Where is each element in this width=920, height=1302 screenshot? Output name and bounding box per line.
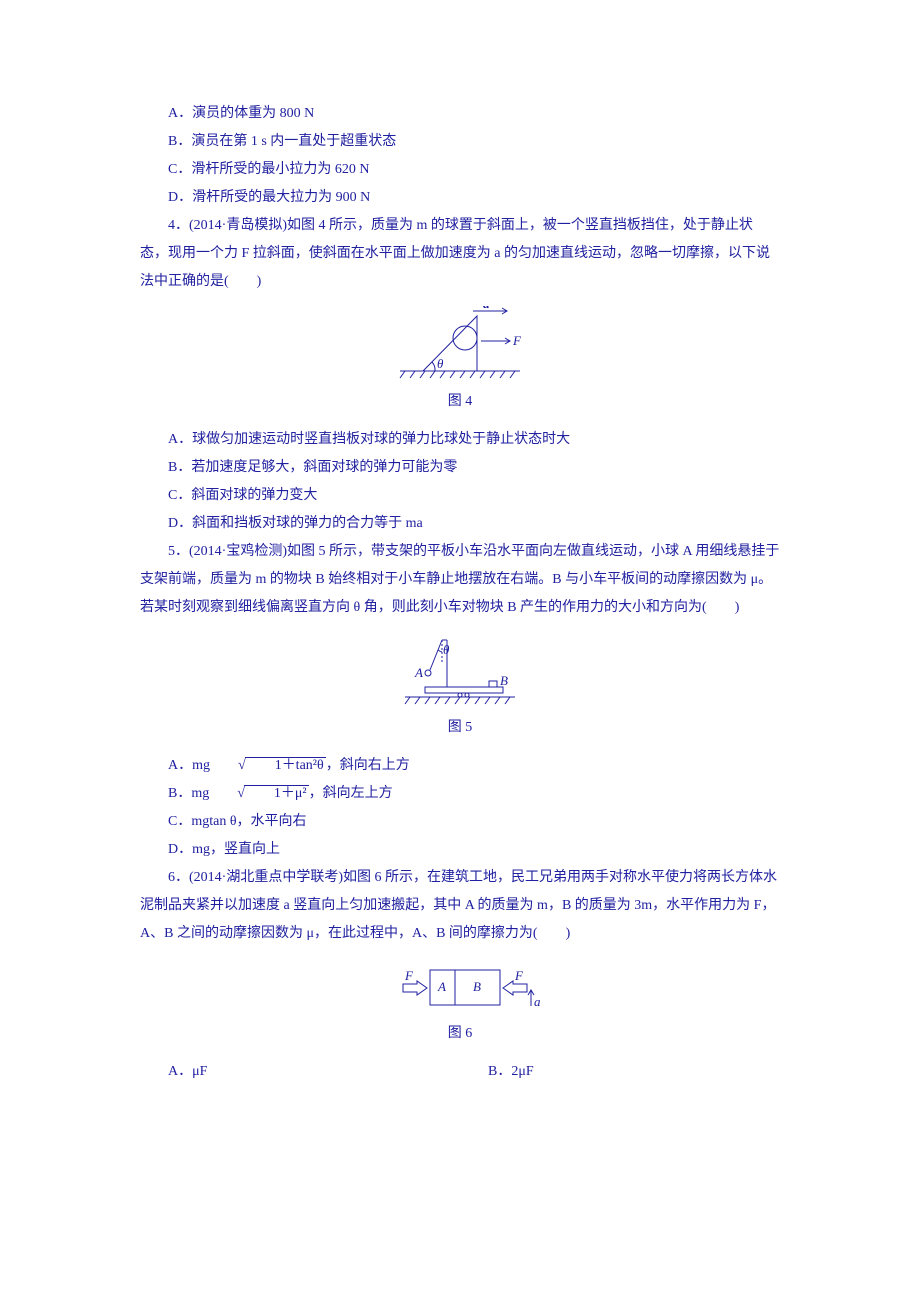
q5-stem: 5．(2014·宝鸡检测)如图 5 所示，带支架的平板小车沿水平面向左做直线运动… <box>140 538 780 622</box>
q6-option-b: B．2μF <box>460 1058 780 1086</box>
q6-options-row: A．μF B．2μF <box>140 1058 780 1086</box>
q6-A-label: A <box>437 979 446 994</box>
q6-figure-caption: 图 6 <box>140 1020 780 1048</box>
q5-option-a: A．mg√1＋tan²θ，斜向右上方 <box>140 752 780 780</box>
q4-option-d: D．斜面和挡板对球的弹力的合力等于 ma <box>140 510 780 538</box>
q6-a-label: a <box>534 994 541 1009</box>
q4-a-label: a <box>483 306 490 311</box>
q4-option-a: A．球做匀加速运动时竖直挡板对球的弹力比球处于静止状态时大 <box>140 426 780 454</box>
q5-option-c: C．mgtan θ，水平向右 <box>140 808 780 836</box>
q5-optB-radical: √1＋μ² <box>209 780 308 808</box>
q5-figure: θ A B <box>140 632 780 712</box>
q5-option-d: D．mg，竖直向上 <box>140 836 780 864</box>
q5-optB-post: ，斜向左上方 <box>309 786 393 801</box>
q5-optB-radicand: 1＋μ² <box>244 785 309 803</box>
q4-figure-svg: θ a F <box>395 306 525 386</box>
q5-optA-post: ，斜向右上方 <box>326 758 410 773</box>
q3-option-d: D．滑杆所受的最大拉力为 900 N <box>140 184 780 212</box>
q4-stem: 4．(2014·青岛模拟)如图 4 所示，质量为 m 的球置于斜面上，被一个竖直… <box>140 212 780 296</box>
q5-B-label: B <box>500 673 508 688</box>
q3-option-c: C．滑杆所受的最小拉力为 620 N <box>140 156 780 184</box>
q5-figure-caption: 图 5 <box>140 714 780 742</box>
q6-B-label: B <box>473 979 481 994</box>
q6-stem: 6．(2014·湖北重点中学联考)如图 6 所示，在建筑工地，民工兄弟用两手对称… <box>140 864 780 948</box>
q6-F-left-label: F <box>404 968 414 983</box>
q6-figure-svg: A B F F a <box>375 958 545 1018</box>
q5-optA-radical: √1＋tan²θ <box>210 752 326 780</box>
q4-option-b: B．若加速度足够大，斜面对球的弹力可能为零 <box>140 454 780 482</box>
q3-option-a: A．演员的体重为 800 N <box>140 100 780 128</box>
q5-A-label: A <box>414 665 423 680</box>
q4-figure-caption: 图 4 <box>140 388 780 416</box>
q5-theta-label: θ <box>443 642 450 657</box>
q4-theta-label: θ <box>437 356 444 371</box>
q5-optA-pre: A．mg <box>168 758 210 773</box>
q4-F-label: F <box>512 333 522 348</box>
q4-figure: θ a F <box>140 306 780 386</box>
q6-figure: A B F F a <box>140 958 780 1018</box>
q5-optA-radicand: 1＋tan²θ <box>245 757 326 775</box>
q6-F-right-label: F <box>514 968 524 983</box>
q6-option-a: A．μF <box>140 1058 460 1086</box>
q4-option-c: C．斜面对球的弹力变大 <box>140 482 780 510</box>
q5-figure-svg: θ A B <box>395 632 525 712</box>
q3-option-b: B．演员在第 1 s 内一直处于超重状态 <box>140 128 780 156</box>
q5-optB-pre: B．mg <box>168 786 209 801</box>
q5-option-b: B．mg√1＋μ²，斜向左上方 <box>140 780 780 808</box>
